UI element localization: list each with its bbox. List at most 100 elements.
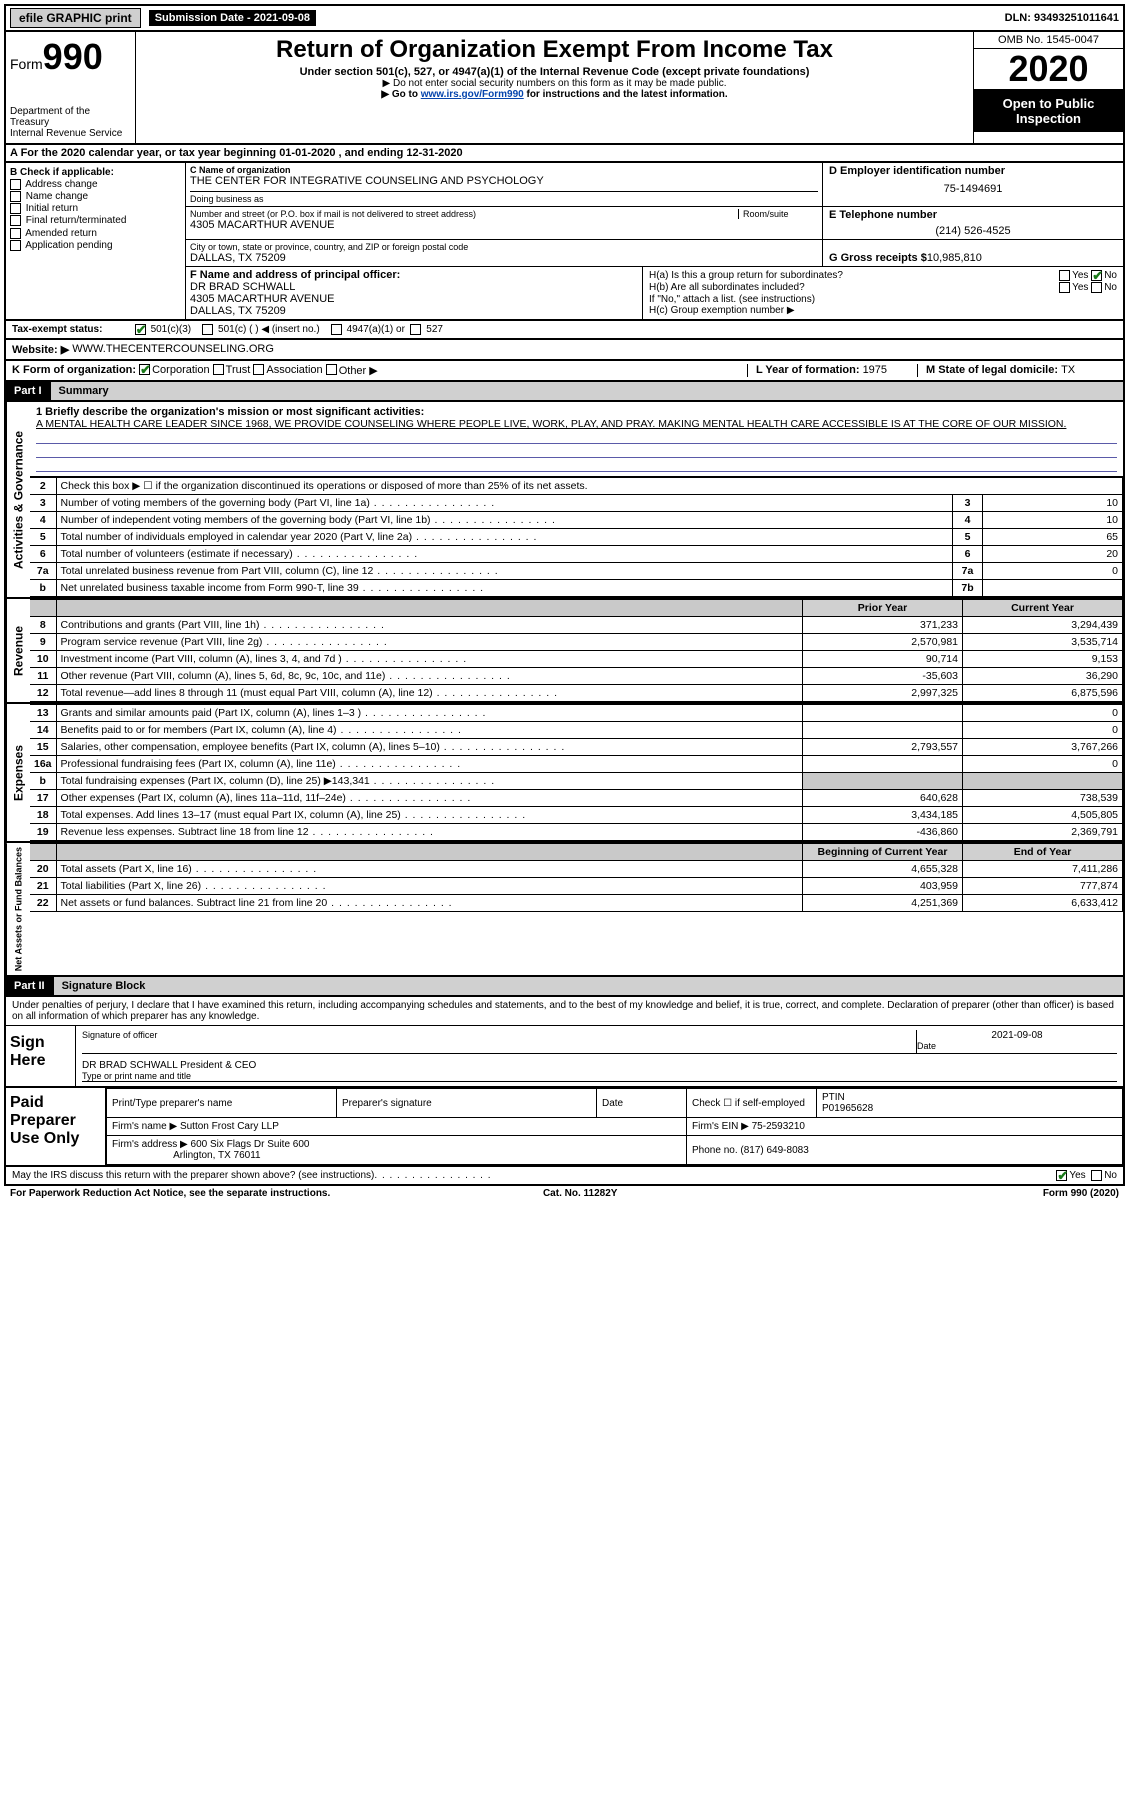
- cb-initial-return[interactable]: [10, 203, 21, 214]
- blank-line: [36, 430, 1117, 444]
- paid-label: Paid Preparer Use Only: [6, 1088, 106, 1165]
- website-value: WWW.THECENTERCOUNSELING.ORG: [72, 343, 274, 356]
- lbl-name-change: Name change: [26, 191, 88, 202]
- dba-label: Doing business as: [190, 191, 818, 204]
- cb-hb-no[interactable]: [1091, 282, 1102, 293]
- name-c-label: C Name of organization: [190, 165, 818, 175]
- ptin-label: PTIN: [822, 1092, 845, 1103]
- subtitle-1: Under section 501(c), 527, or 4947(a)(1)…: [142, 66, 967, 78]
- cb-address-change[interactable]: [10, 179, 21, 190]
- lbl-discuss-no: No: [1104, 1170, 1117, 1181]
- officer-addr2: DALLAS, TX 75209: [190, 305, 638, 317]
- lbl-final-return: Final return/terminated: [26, 216, 127, 227]
- sig-officer-label: Signature of officer: [82, 1030, 916, 1040]
- lbl-discuss-yes: Yes: [1069, 1170, 1085, 1181]
- opt-corp: Corporation: [152, 364, 209, 377]
- footer-mid: Cat. No. 11282Y: [543, 1188, 617, 1199]
- cb-assoc[interactable]: [253, 364, 264, 375]
- cb-final-return[interactable]: [10, 215, 21, 226]
- efile-button[interactable]: efile GRAPHIC print: [10, 8, 141, 28]
- city-label: City or town, state or province, country…: [190, 242, 818, 252]
- period-text: A For the 2020 calendar year, or tax yea…: [6, 145, 1123, 161]
- sign-here: Sign Here: [6, 1026, 76, 1086]
- tax-year: 2020: [974, 49, 1123, 90]
- cb-4947[interactable]: [331, 324, 342, 335]
- expenses-section: Expenses 13Grants and similar amounts pa…: [4, 704, 1125, 843]
- cb-discuss-no[interactable]: [1091, 1170, 1102, 1181]
- open-public: Open to Public Inspection: [974, 90, 1123, 132]
- officer-f-label: F Name and address of principal officer:: [190, 269, 638, 281]
- lbl-amended: Amended return: [25, 228, 97, 239]
- footer-left: For Paperwork Reduction Act Notice, see …: [10, 1188, 330, 1199]
- cb-amended[interactable]: [10, 228, 21, 239]
- form-header: Form990 Department of the Treasury Inter…: [4, 32, 1125, 145]
- cb-501c3[interactable]: [135, 324, 146, 335]
- mission-text: A MENTAL HEALTH CARE LEADER SINCE 1968, …: [36, 418, 1117, 430]
- cb-ha-yes[interactable]: [1059, 270, 1070, 281]
- entity-block: B Check if applicable: Address change Na…: [4, 163, 1125, 321]
- cb-501c[interactable]: [202, 324, 213, 335]
- korg-row: K Form of organization: Corporation Trus…: [4, 361, 1125, 382]
- cb-hb-yes[interactable]: [1059, 282, 1070, 293]
- irs-link[interactable]: www.irs.gov/Form990: [421, 89, 524, 100]
- footer-right: Form 990 (2020): [1043, 1188, 1119, 1199]
- cb-527[interactable]: [410, 324, 421, 335]
- firm-phone: (817) 649-8083: [740, 1145, 808, 1156]
- officer-name: DR BRAD SCHWALL: [190, 281, 638, 293]
- ha-label: H(a) Is this a group return for subordin…: [649, 270, 843, 281]
- part1-label: Part I: [6, 382, 50, 400]
- goto-pre: ▶ Go to: [381, 89, 420, 100]
- addr-label: Number and street (or P.O. box if mail i…: [190, 209, 738, 219]
- goto-post: for instructions and the latest informat…: [524, 89, 728, 100]
- cb-other[interactable]: [326, 364, 337, 375]
- gov-section: Activities & Governance 1 Briefly descri…: [4, 402, 1125, 599]
- firm-name-label: Firm's name ▶: [112, 1121, 177, 1132]
- signature-block: Under penalties of perjury, I declare th…: [4, 997, 1125, 1088]
- lbl-no: No: [1104, 270, 1117, 281]
- opt-trust: Trust: [226, 364, 251, 377]
- blank-line: [36, 458, 1117, 472]
- ein-value: 75-1494691: [829, 183, 1117, 195]
- opt-527: 527: [426, 324, 443, 335]
- opt-501c3: 501(c)(3): [151, 324, 192, 335]
- dept-label: Department of the Treasury: [10, 106, 131, 128]
- phone-value: (214) 526-4525: [829, 225, 1117, 237]
- lbl-initial-return: Initial return: [26, 203, 78, 214]
- hb-note: If "No," attach a list. (see instruction…: [649, 294, 1117, 305]
- dom-label: M State of legal domicile:: [926, 364, 1061, 376]
- part2-header: Part II Signature Block: [4, 977, 1125, 997]
- prep-print-name: Print/Type preparer's name: [107, 1089, 337, 1118]
- opt-assoc: Association: [266, 364, 322, 377]
- sig-date-value: 2021-09-08: [917, 1030, 1117, 1041]
- part2-label: Part II: [6, 977, 53, 995]
- form-label: Form: [10, 56, 43, 72]
- gross-label: G Gross receipts $: [829, 252, 927, 264]
- part2-title: Signature Block: [53, 977, 1123, 995]
- cb-trust[interactable]: [213, 364, 224, 375]
- firm-addr1: 600 Six Flags Dr Suite 600: [191, 1139, 310, 1150]
- cb-ha-no[interactable]: [1091, 270, 1102, 281]
- cb-app-pending[interactable]: [10, 240, 21, 251]
- yof-label: L Year of formation:: [756, 364, 863, 376]
- cb-name-change[interactable]: [10, 191, 21, 202]
- tax-i-label: Tax-exempt status:: [12, 324, 132, 335]
- vtab-net: Net Assets or Fund Balances: [6, 843, 30, 975]
- mission-label: 1 Briefly describe the organization's mi…: [36, 406, 1117, 418]
- net-table: Beginning of Current YearEnd of Year20To…: [30, 843, 1123, 912]
- cb-discuss-yes[interactable]: [1056, 1170, 1067, 1181]
- room-label: Room/suite: [738, 209, 818, 219]
- blank-line: [36, 444, 1117, 458]
- org-name: THE CENTER FOR INTEGRATIVE COUNSELING AN…: [190, 175, 818, 187]
- tax-status-row: Tax-exempt status: 501(c)(3) 501(c) ( ) …: [4, 321, 1125, 340]
- vtab-exp: Expenses: [6, 704, 30, 841]
- check-applicable: B Check if applicable: Address change Na…: [6, 163, 186, 319]
- vtab-rev: Revenue: [6, 599, 30, 702]
- cb-corp[interactable]: [139, 364, 150, 375]
- lbl-app-pending: Application pending: [25, 240, 112, 251]
- lbl-yes: Yes: [1072, 270, 1088, 281]
- firm-phone-label: Phone no.: [692, 1145, 740, 1156]
- prep-date: Date: [597, 1089, 687, 1118]
- netassets-section: Net Assets or Fund Balances Beginning of…: [4, 843, 1125, 977]
- gross-value: 10,985,810: [927, 252, 982, 264]
- officer-addr1: 4305 MACARTHUR AVENUE: [190, 293, 638, 305]
